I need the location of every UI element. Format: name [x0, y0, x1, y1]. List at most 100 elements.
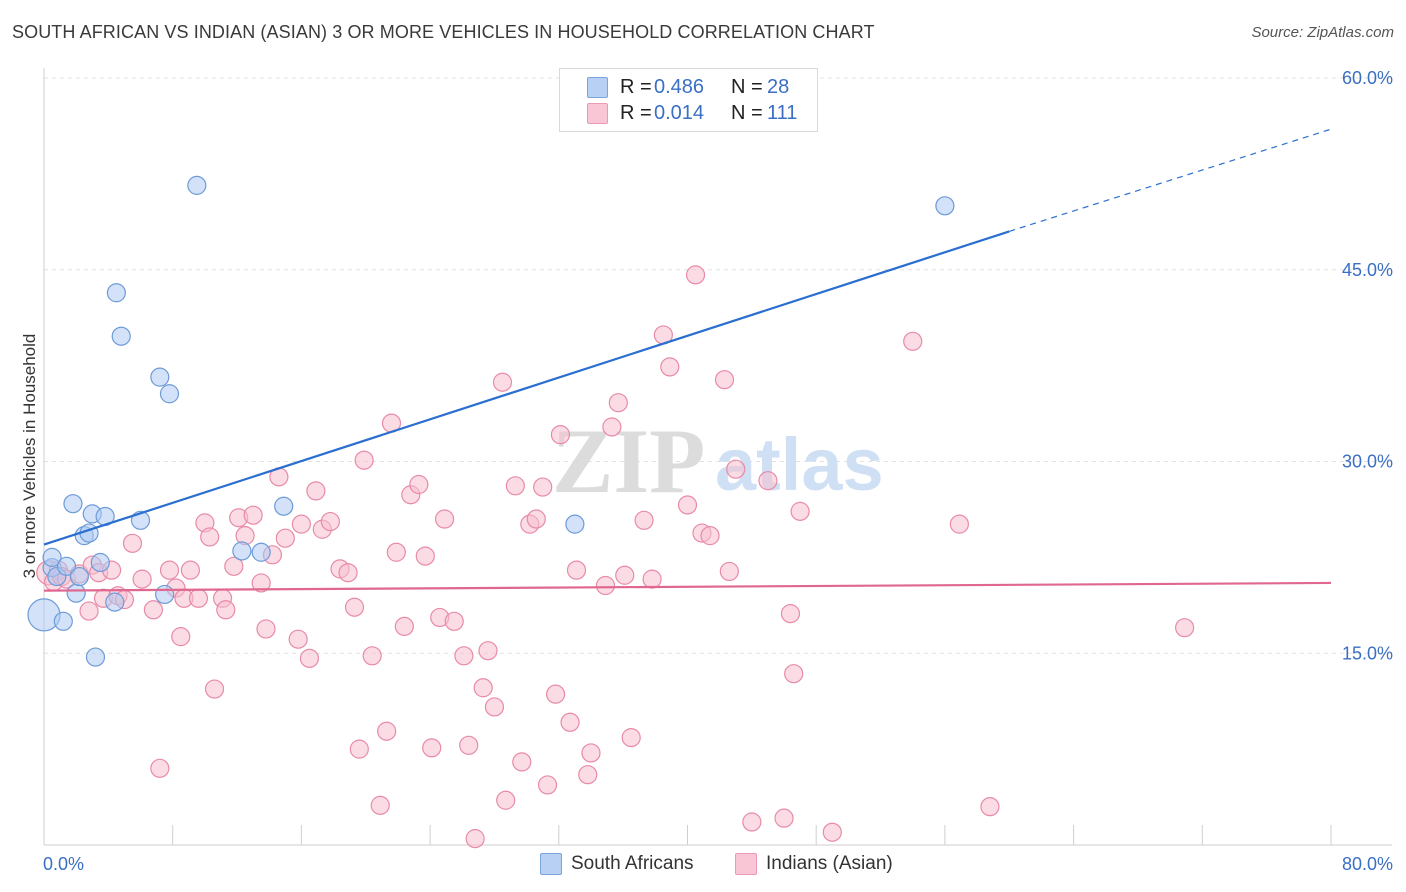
point-south-african: [232, 541, 252, 561]
point-indian: [677, 495, 698, 515]
point-south-african: [187, 175, 207, 195]
point-indian: [714, 370, 735, 390]
series-indians-points: [36, 265, 1195, 849]
point-indian: [122, 533, 143, 553]
point-indian: [578, 765, 598, 785]
point-indian: [422, 738, 442, 758]
point-indian: [478, 641, 498, 661]
point-indian: [742, 812, 762, 832]
point-indian: [581, 743, 601, 763]
y-tick-label: 15.0%: [1342, 643, 1393, 663]
point-indian: [204, 679, 225, 699]
legend-swatch-blue: [587, 77, 608, 98]
point-indian: [615, 565, 635, 585]
point-south-african: [56, 556, 77, 576]
legend-row-south-africans: R = 0.486 N = 28: [560, 74, 817, 100]
point-indian: [484, 697, 505, 717]
point-indian: [512, 752, 532, 772]
point-indian: [790, 501, 810, 521]
legend-swatch-pink: [587, 103, 608, 124]
point-indian: [409, 474, 429, 495]
point-indian: [537, 775, 558, 795]
point-indian: [545, 684, 566, 704]
chart-title: SOUTH AFRICAN VS INDIAN (ASIAN) 3 OR MOR…: [12, 22, 875, 42]
point-south-african: [66, 583, 86, 603]
point-indian: [784, 664, 804, 684]
point-south-african: [155, 584, 175, 605]
point-indian: [758, 471, 778, 491]
point-indian: [251, 573, 271, 593]
point-indian: [188, 588, 209, 608]
series-south-africans-points: [27, 175, 955, 667]
point-indian: [621, 728, 641, 748]
point-indian: [560, 712, 580, 732]
legend-r-label: R =: [620, 76, 652, 98]
point-indian: [256, 619, 276, 639]
point-indian: [200, 527, 220, 547]
point-south-african: [53, 611, 73, 631]
point-indian: [903, 331, 923, 351]
point-south-african: [274, 496, 294, 516]
watermark-zip: ZIP: [552, 410, 705, 512]
point-indian: [320, 511, 340, 532]
point-indian: [473, 678, 493, 698]
legend-r-value: 0.486: [654, 76, 705, 98]
legend-row-indians: R = 0.014 N = 111: [560, 100, 817, 126]
trendline-indians: [43, 581, 1332, 592]
point-indian: [143, 600, 163, 620]
tick-labels: 15.0% 30.0% 45.0% 60.0% 0.0% 80.0%: [43, 68, 1393, 874]
x-tick-label: 80.0%: [1342, 854, 1393, 874]
point-indian: [602, 417, 622, 437]
legend-r-label: R =: [620, 102, 652, 124]
trend-lines: [43, 128, 1332, 592]
trendline-south-africans: [43, 230, 1010, 546]
point-indian: [719, 561, 739, 582]
point-indian: [533, 477, 553, 497]
point-indian: [415, 546, 435, 566]
point-indian: [150, 758, 170, 778]
point-indian: [349, 739, 369, 759]
point-south-african: [42, 547, 62, 567]
point-indian: [459, 735, 479, 755]
legend-n-label: N =: [731, 76, 763, 98]
point-indian: [949, 514, 969, 534]
point-indian: [465, 829, 485, 849]
point-indian: [608, 393, 628, 413]
point-south-african: [90, 552, 110, 573]
legend-n-label: N =: [731, 102, 763, 124]
point-south-african: [63, 494, 83, 514]
point-indian: [132, 569, 152, 589]
legend-label: Indians (Asian): [766, 853, 893, 874]
point-indian: [243, 505, 263, 525]
point-indian: [444, 611, 464, 631]
legend-swatch-blue: [540, 853, 562, 875]
point-indian: [377, 721, 397, 741]
point-indian: [700, 526, 720, 546]
point-south-african: [150, 367, 170, 387]
legend-n-value: 111: [767, 102, 798, 124]
point-indian: [774, 808, 794, 828]
point-indian: [634, 510, 654, 530]
legend-label: South Africans: [571, 853, 694, 874]
point-indian: [299, 648, 320, 668]
point-south-african: [105, 592, 125, 612]
point-indian: [216, 600, 236, 620]
point-south-african: [565, 514, 585, 534]
point-south-african: [85, 647, 106, 667]
point-indian: [595, 575, 616, 596]
point-indian: [362, 646, 382, 666]
correlation-legend: R = 0.486 N = 28 R = 0.014 N = 111: [559, 68, 818, 132]
point-south-african: [159, 384, 180, 404]
x-tick-label: 0.0%: [43, 854, 84, 874]
point-indian: [492, 372, 513, 392]
point-indian: [394, 616, 414, 637]
legend-n-value: 28: [767, 76, 790, 98]
point-indian: [171, 627, 191, 647]
point-indian: [224, 556, 244, 576]
point-indian: [980, 797, 1000, 817]
point-indian: [505, 476, 525, 496]
source-label[interactable]: Source: ZipAtlas.com: [1251, 24, 1394, 41]
point-indian: [386, 542, 406, 562]
point-indian: [726, 459, 746, 479]
